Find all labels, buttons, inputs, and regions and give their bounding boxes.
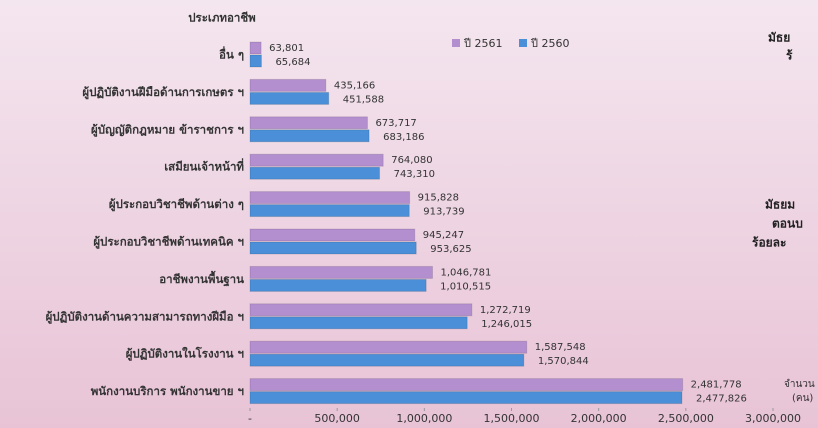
value-label: 673,717 (375, 118, 416, 129)
x-tick-label: 2,000,000 (571, 412, 627, 425)
annotation: ร้อยละ (752, 236, 786, 250)
x-tick-label: - (248, 412, 252, 425)
bar (249, 191, 411, 205)
bar (249, 265, 433, 279)
axis-title: ประเภทอาชีพ (188, 11, 256, 25)
legend-label: ปี 2560 (530, 37, 570, 50)
bar (249, 391, 683, 405)
annotation: ตอนบ (772, 217, 803, 231)
bar (249, 116, 368, 130)
value-label: 65,684 (275, 57, 310, 68)
value-label: 2,481,778 (691, 380, 742, 391)
bar (249, 91, 330, 105)
value-label: 1,046,781 (440, 267, 491, 278)
x-tick-label: 1,000,000 (396, 412, 452, 425)
category-label: ผู้ปฏิบัติงานด้านความสามารถทางฝีมือ ฯ (46, 309, 244, 324)
value-label: 683,186 (383, 132, 424, 143)
category-label: ผู้ปฏิบัติงานฝีมือด้านการเกษตร ฯ (82, 85, 244, 100)
value-label: 945,247 (423, 230, 464, 241)
value-label: 2,477,826 (696, 394, 747, 405)
value-label: 913,739 (423, 207, 464, 218)
bar (249, 228, 416, 242)
category-label: อื่น ๆ (219, 46, 244, 62)
category-label: เสมียนเจ้าหน้าที่ (164, 158, 244, 174)
value-label: 743,310 (394, 169, 435, 180)
annotation: มัธย (768, 31, 790, 45)
unit-label: จำนวน (784, 379, 815, 390)
annotation: มัธยม (765, 198, 795, 212)
value-label: 63,801 (269, 43, 304, 54)
bar (249, 54, 262, 68)
annotation: ร้ (786, 49, 793, 63)
unit-label: (คน) (792, 393, 813, 404)
category-label: ผู้บัญญัติกฎหมาย ข้าราชการ ฯ (91, 122, 244, 137)
bar (249, 241, 417, 255)
bar (249, 278, 427, 292)
value-label: 435,166 (334, 80, 375, 91)
value-label: 1,570,844 (538, 356, 589, 367)
category-label: อาชีพงานพื้นฐาน (159, 270, 244, 287)
value-label: 953,625 (430, 244, 471, 255)
legend-swatch (452, 39, 460, 47)
bar (249, 340, 528, 354)
bar (249, 78, 327, 92)
value-label: 1,010,515 (440, 281, 491, 292)
bar (249, 153, 384, 167)
bar (249, 303, 473, 317)
value-label: 451,588 (343, 94, 384, 105)
bar (249, 353, 525, 367)
category-label: พนักงานบริการ พนักงานขาย ฯ (91, 384, 244, 398)
x-tick-label: 3,000,000 (745, 412, 801, 425)
bar (249, 316, 468, 330)
bar (249, 204, 410, 218)
x-tick-label: 500,000 (314, 412, 360, 425)
category-label: ผู้ปฏิบัติงานในโรงงาน ฯ (126, 346, 244, 362)
bar (249, 378, 684, 392)
value-label: 764,080 (391, 155, 432, 166)
value-label: 1,272,719 (480, 305, 531, 316)
legend-swatch (519, 39, 527, 47)
value-label: 1,246,015 (481, 319, 532, 330)
value-label: 1,587,548 (535, 342, 586, 353)
bar (249, 129, 370, 143)
category-label: ผู้ประกอบวิชาชีพด้านเทคนิค ฯ (93, 235, 244, 250)
x-tick-label: 1,500,000 (484, 412, 540, 425)
x-tick-label: 2,500,000 (658, 412, 714, 425)
bar (249, 166, 381, 180)
value-label: 915,828 (418, 193, 459, 204)
category-label: ผู้ประกอบวิชาชีพด้านต่าง ๆ (109, 197, 244, 212)
legend-label: ปี 2561 (463, 37, 503, 50)
bar (249, 41, 262, 55)
